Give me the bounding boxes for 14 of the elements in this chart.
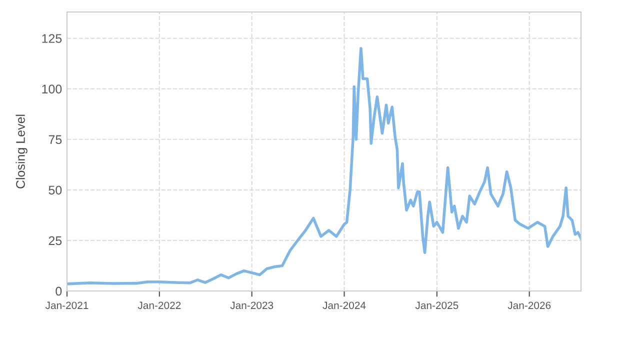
y-axis-title: Closing Level [16,114,28,188]
y-tick-label: 50 [48,186,62,195]
y-tick-label: 75 [48,135,62,144]
x-tick-label: Jan-2025 [415,302,458,310]
x-tick-label: Jan-2023 [230,302,274,310]
x-tick-label: Jan-2021 [45,302,88,310]
y-tick-label: 100 [42,84,62,94]
x-tick-label: Jan-2024 [322,302,366,310]
x-tick-label: Jan-2022 [138,302,181,310]
y-tick-label: 0 [56,286,62,296]
x-tick-label: Jan-2026 [508,302,551,310]
line-series [67,47,581,286]
y-tick-label: 125 [42,34,62,43]
y-tick-label: 25 [48,236,62,246]
